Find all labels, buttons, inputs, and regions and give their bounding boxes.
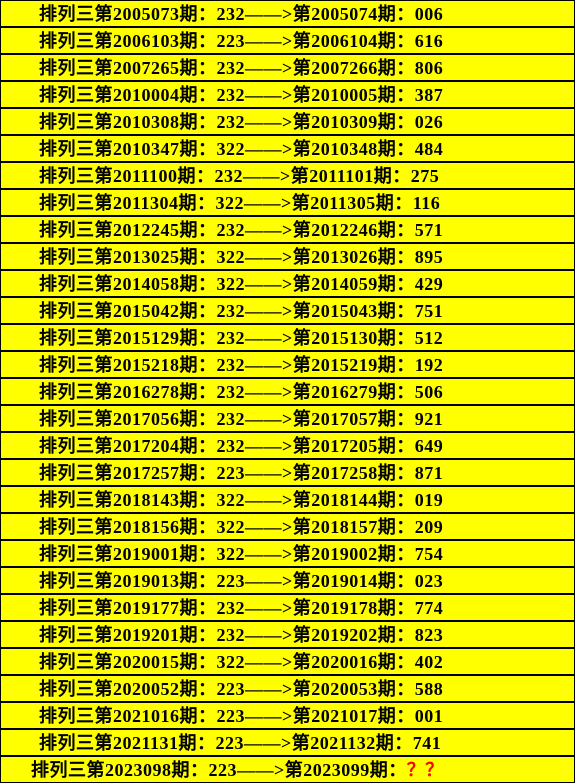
table-row: 排列三第2010004期：232——>第2010005期：387 [0, 81, 575, 108]
table-row: 排列三第2014058期：322——>第2014059期：429 [0, 270, 575, 297]
table-row: 排列三第2006103期：223——>第2006104期：616 [0, 27, 575, 54]
table-row: 排列三第2012245期：232——>第2012246期：571 [0, 216, 575, 243]
table-row: 排列三第2017204期：232——>第2017205期：649 [0, 432, 575, 459]
table-row: 排列三第2018156期：322——>第2018157期：209 [0, 513, 575, 540]
table-row: 排列三第2019001期：322——>第2019002期：754 [0, 540, 575, 567]
table-row: 排列三第2021131期：223——>第2021132期：741 [0, 729, 575, 756]
lottery-table: 排列三第2005073期：232——>第2005074期：006排列三第2006… [0, 0, 575, 783]
question-mark: ？？ [407, 760, 444, 780]
table-row: 排列三第2015218期：232——>第2015219期：192 [0, 351, 575, 378]
table-row: 排列三第2020015期：322——>第2020016期：402 [0, 648, 575, 675]
table-row: 排列三第2015129期：232——>第2015130期：512 [0, 324, 575, 351]
table-row: 排列三第2017257期：223——>第2017258期：871 [0, 459, 575, 486]
table-row: 排列三第2019177期：232——>第2019178期：774 [0, 594, 575, 621]
table-row: 排列三第2016278期：232——>第2016279期：506 [0, 378, 575, 405]
table-row-last: 排列三第2023098期：223——>第2023099期：？？ [0, 756, 575, 783]
table-row: 排列三第2011304期：322——>第2011305期：116 [0, 189, 575, 216]
table-row: 排列三第2010347期：322——>第2010348期：484 [0, 135, 575, 162]
table-row: 排列三第2020052期：223——>第2020053期：588 [0, 675, 575, 702]
table-row: 排列三第2015042期：232——>第2015043期：751 [0, 297, 575, 324]
table-row: 排列三第2018143期：322——>第2018144期：019 [0, 486, 575, 513]
table-row: 排列三第2017056期：232——>第2017057期：921 [0, 405, 575, 432]
table-row: 排列三第2011100期：232——>第2011101期：275 [0, 162, 575, 189]
table-row: 排列三第2010308期：232——>第2010309期：026 [0, 108, 575, 135]
table-row: 排列三第2013025期：322——>第2013026期：895 [0, 243, 575, 270]
table-row: 排列三第2007265期：232——>第2007266期：806 [0, 54, 575, 81]
table-row: 排列三第2021016期：223——>第2021017期：001 [0, 702, 575, 729]
table-row: 排列三第2019013期：223——>第2019014期：023 [0, 567, 575, 594]
table-row: 排列三第2019201期：232——>第2019202期：823 [0, 621, 575, 648]
table-row: 排列三第2005073期：232——>第2005074期：006 [0, 0, 575, 27]
